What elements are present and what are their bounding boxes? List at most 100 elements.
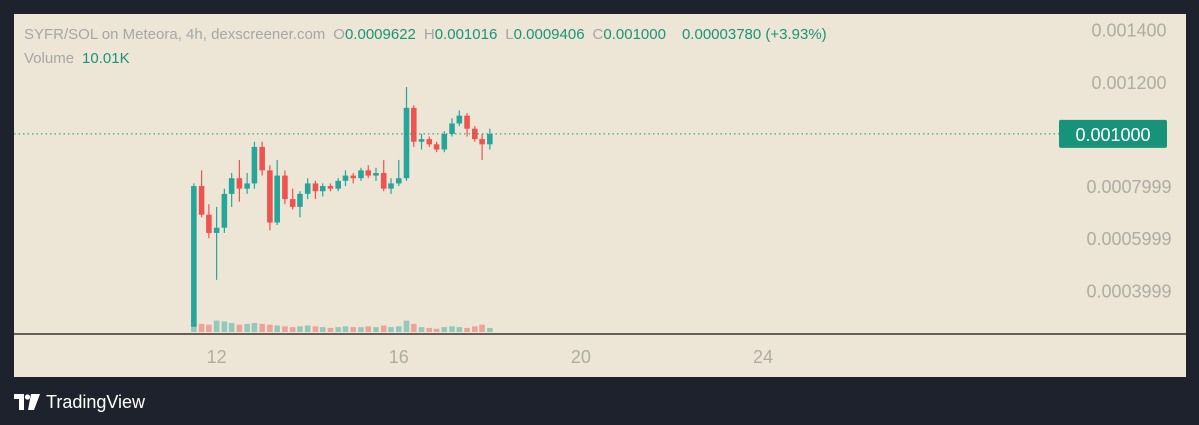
candle-28[interactable] — [395, 159, 402, 187]
candle-18[interactable] — [319, 183, 326, 197]
volume-bar-25 — [373, 327, 379, 332]
candle-body — [297, 193, 303, 207]
candle-body — [456, 115, 463, 124]
candle-26[interactable] — [380, 159, 387, 192]
candle-36[interactable] — [456, 110, 463, 127]
candle-1[interactable] — [191, 183, 197, 327]
candle-35[interactable] — [449, 118, 455, 137]
y-tick-label: 0.0003999 — [1086, 281, 1171, 301]
candle-body — [388, 183, 394, 189]
x-tick-label: 16 — [389, 347, 409, 367]
volume-bar-22 — [350, 327, 357, 332]
volume-legend: Volume 10.01K — [24, 50, 130, 67]
x-tick-label: 12 — [207, 347, 227, 367]
candle-body — [426, 139, 433, 145]
candle-14[interactable] — [289, 188, 296, 210]
volume-bar-14 — [289, 327, 296, 332]
volume-bar-12 — [274, 325, 280, 332]
candle-38[interactable] — [472, 126, 478, 142]
candle-body — [433, 144, 440, 150]
candle-32[interactable] — [426, 136, 433, 147]
volume-bar-7 — [236, 324, 243, 332]
candle-20[interactable] — [335, 178, 341, 192]
candle-body — [236, 178, 243, 189]
volume-bar-2 — [198, 323, 205, 332]
candle-22[interactable] — [350, 173, 357, 184]
x-axis-ticks: 12 16 20 24 — [207, 347, 773, 367]
candle-body — [282, 175, 288, 200]
candle-11[interactable] — [267, 165, 273, 231]
candle-body — [327, 186, 334, 189]
volume-label: Volume — [24, 50, 75, 67]
candle-body — [259, 146, 265, 171]
volume-bar-19 — [327, 327, 334, 332]
chart-legend: SYFR/SOL on Meteora, 4h, dexscreener.com… — [24, 26, 827, 43]
candle-40[interactable] — [487, 128, 493, 150]
y-tick-label: 0.0005999 — [1086, 229, 1171, 249]
candle-body — [479, 139, 485, 145]
candle-13[interactable] — [282, 170, 288, 205]
volume-bar-8 — [244, 323, 250, 332]
candle-9[interactable] — [251, 141, 258, 189]
candle-body — [410, 107, 417, 142]
x-tick-label: 20 — [571, 347, 591, 367]
candle-15[interactable] — [297, 191, 303, 218]
candle-21[interactable] — [342, 170, 349, 187]
candle-body — [267, 170, 273, 223]
volume-bar-34 — [441, 327, 448, 332]
volume-bar-26 — [380, 325, 387, 332]
candle-7[interactable] — [236, 159, 243, 202]
candle-body — [304, 183, 311, 194]
candle-4[interactable] — [213, 206, 220, 280]
candlestick-chart[interactable]: 0.001400 0.001200 0.0007999 0.0005999 0.0003… — [14, 14, 1186, 377]
candle-body — [191, 186, 197, 327]
candle-39[interactable] — [479, 133, 485, 160]
y-tick-label: 0.0007999 — [1086, 177, 1171, 197]
candle-25[interactable] — [373, 167, 379, 181]
tradingview-logo-icon — [14, 394, 40, 410]
candle-body — [228, 178, 235, 194]
volume-bar-24 — [365, 326, 372, 332]
y-tick-label: 0.001400 — [1091, 21, 1166, 41]
candle-37[interactable] — [464, 113, 470, 137]
candle-19[interactable] — [327, 183, 334, 192]
legend-open-value: 0.0009622 — [344, 26, 416, 43]
candles — [191, 86, 493, 327]
candle-8[interactable] — [244, 173, 250, 194]
candle-body — [312, 183, 319, 192]
tradingview-logo[interactable]: TradingView — [14, 391, 145, 413]
candle-34[interactable] — [441, 131, 448, 153]
candle-24[interactable] — [365, 165, 372, 179]
volume-bar-13 — [282, 326, 288, 332]
candle-17[interactable] — [312, 180, 319, 200]
volume-bar-36 — [456, 327, 463, 332]
legend-change: 0.00003780 (+3.93%) — [681, 26, 827, 43]
volume-bar-10 — [259, 323, 265, 332]
candle-12[interactable] — [274, 159, 280, 226]
candle-10[interactable] — [259, 141, 265, 176]
volume-bar-30 — [410, 323, 417, 332]
volume-bar-39 — [479, 324, 485, 332]
candle-body — [418, 139, 425, 142]
volume-bar-5 — [221, 321, 228, 332]
last-price-label-text: 0.001000 — [1075, 125, 1150, 145]
candle-33[interactable] — [433, 141, 440, 153]
chart-panel[interactable]: 0.001400 0.001200 0.0007999 0.0005999 0.0003… — [14, 14, 1186, 377]
candle-body — [464, 115, 470, 129]
candle-16[interactable] — [304, 178, 311, 200]
candle-31[interactable] — [418, 133, 425, 150]
candle-5[interactable] — [221, 188, 228, 233]
candle-23[interactable] — [358, 167, 364, 181]
volume-bar-17 — [312, 326, 319, 332]
volume-bar-16 — [304, 325, 311, 332]
candle-body — [358, 170, 364, 179]
legend-low-label: L — [505, 26, 514, 43]
volume-bar-32 — [426, 327, 433, 332]
candle-3[interactable] — [206, 204, 212, 239]
candle-body — [380, 173, 387, 189]
candle-27[interactable] — [388, 178, 394, 194]
candle-body — [289, 199, 296, 207]
candle-30[interactable] — [410, 105, 417, 147]
candle-6[interactable] — [228, 173, 235, 207]
candle-2[interactable] — [198, 170, 205, 218]
